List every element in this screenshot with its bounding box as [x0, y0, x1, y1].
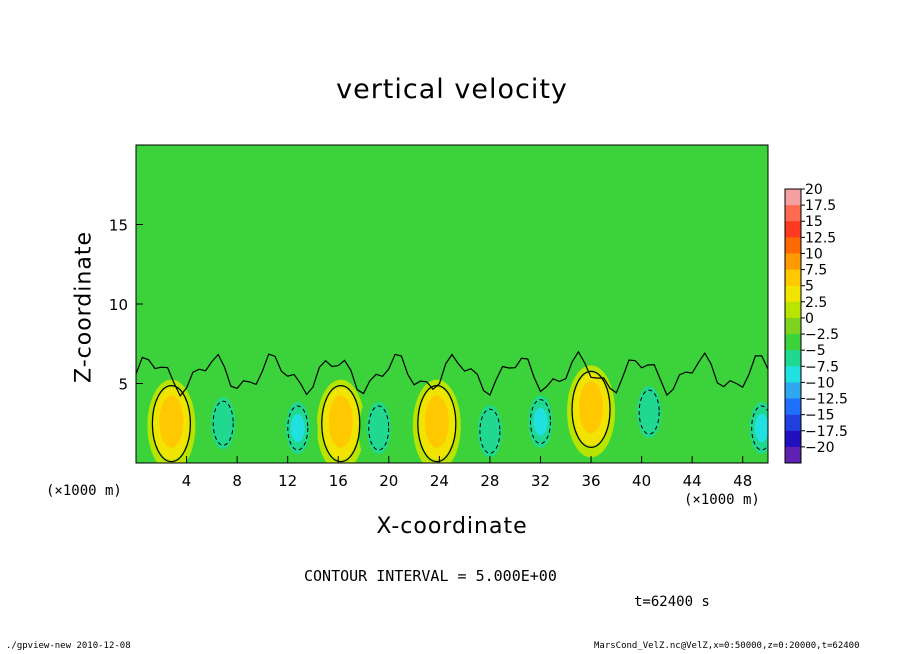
colorbar-frame — [784, 188, 802, 464]
updraft-cell-4 — [567, 365, 616, 458]
downdraft-contour — [638, 389, 660, 435]
colorbar-label: −5 — [805, 343, 826, 359]
downdraft-mid — [477, 405, 502, 458]
footer-left: ./gpview-new 2010-12-08 — [6, 641, 131, 651]
colorbar-label: 20 — [805, 182, 823, 198]
colorbar-label: −12.5 — [805, 392, 848, 408]
colorbar-label: −2.5 — [805, 327, 839, 343]
downdraft-contour — [212, 400, 234, 446]
downdraft-mid — [637, 386, 662, 439]
colorbar-swatch — [785, 317, 801, 335]
colorbar-swatch — [785, 382, 801, 399]
downdraft-contour — [751, 405, 768, 451]
colorbar: 2017.51512.5107.552.50−2.5−5−7.5−10−12.5… — [784, 182, 848, 464]
downdraft-cell-3 — [358, 391, 399, 463]
colorbar-label: −10 — [805, 375, 835, 391]
downdraft-core — [754, 414, 768, 443]
downdraft-contour — [287, 405, 309, 451]
updraft-cell-2 — [316, 379, 365, 463]
downdraft-core — [533, 407, 548, 436]
downdraft-contour — [368, 405, 390, 451]
colorbar-label: 0 — [805, 311, 814, 327]
time-label: t=62400 s — [634, 594, 710, 610]
colorbar-swatch — [785, 446, 801, 464]
colorbar-swatch — [785, 189, 801, 206]
x-unit-right: (×1000 m) — [684, 492, 760, 508]
updraft-peak — [333, 405, 348, 438]
colorbar-swatch — [785, 237, 801, 254]
downdraft-mid — [366, 402, 391, 455]
updraft-cell-3 — [412, 379, 461, 463]
y-tick-label: 10 — [109, 296, 128, 314]
downdraft-cell-4 — [469, 394, 510, 463]
colorbar-label: 15 — [805, 214, 823, 230]
colorbar-swatch — [785, 205, 801, 222]
colorbar-swatch — [785, 350, 801, 367]
downdraft-cell-6 — [629, 375, 670, 456]
contour-interval-label: CONTOUR INTERVAL = 5.000E+00 — [304, 567, 557, 585]
x-tick-label: 44 — [683, 472, 702, 490]
y-tick-label: 5 — [118, 376, 128, 394]
colorbar-swatch — [785, 414, 801, 432]
downdraft-core — [290, 414, 305, 443]
y-axis-ticks: 5 10 15 — [109, 217, 143, 394]
colorbar-swatch — [785, 253, 801, 270]
colorbar-label: −20 — [805, 440, 835, 456]
updraft-cell-1 — [147, 379, 196, 463]
colorbar-label: 10 — [805, 246, 823, 262]
colorbar-swatch — [785, 269, 801, 287]
y-axis-label: Z-coordinate — [71, 231, 97, 383]
colorbar-swatch — [785, 221, 801, 238]
velocity-field — [136, 145, 768, 463]
colorbar-label: −7.5 — [805, 359, 839, 375]
colorbar-label: 5 — [805, 279, 814, 295]
colorbar-label: −17.5 — [805, 424, 848, 440]
colorbar-swatch — [785, 285, 801, 303]
colorbar-label: 17.5 — [805, 198, 836, 214]
updraft-peak — [429, 405, 444, 438]
y-tick-label: 15 — [109, 217, 128, 235]
downdraft-contour — [529, 399, 551, 445]
x-tick-label: 12 — [278, 472, 297, 490]
x-tick-label: 24 — [430, 472, 449, 490]
x-tick-label: 16 — [329, 472, 348, 490]
downdraft-cell-5 — [520, 384, 561, 463]
downdraft-contour — [479, 408, 501, 454]
updraft-peak — [584, 391, 599, 424]
colorbar-label: 12.5 — [805, 230, 836, 246]
colorbar-swatch — [785, 301, 801, 319]
downdraft-cell-7 — [741, 391, 768, 463]
contour-lines — [136, 350, 768, 463]
downdraft-cell-2 — [277, 391, 318, 463]
x-tick-label: 28 — [480, 472, 499, 490]
colorbar-label: −15 — [805, 408, 835, 424]
colorbar-swatch — [785, 398, 801, 415]
x-axis-ticks: 4 8 12 16 20 24 28 32 36 40 44 48 — [182, 456, 752, 490]
colorbar-swatch — [785, 430, 801, 448]
x-tick-label: 32 — [531, 472, 550, 490]
x-tick-label: 8 — [232, 472, 242, 490]
x-tick-label: 4 — [182, 472, 192, 490]
x-axis-label: X-coordinate — [376, 514, 528, 539]
updraft-peak — [164, 405, 179, 438]
colorbar-label: 7.5 — [805, 263, 827, 279]
colorbar-swatch — [785, 334, 801, 351]
downdraft-mid — [211, 397, 236, 450]
x-tick-label: 40 — [632, 472, 651, 490]
x-tick-label: 36 — [581, 472, 600, 490]
x-tick-label: 48 — [733, 472, 752, 490]
x-unit-left: (×1000 m) — [46, 483, 122, 499]
chart-title: vertical velocity — [336, 74, 568, 105]
footer-right: MarsCond_VelZ.nc@VelZ,x=0:50000,z=0:2000… — [594, 641, 860, 651]
updraft-contour — [321, 385, 361, 463]
velocity-cells — [147, 365, 768, 463]
x-tick-label: 20 — [379, 472, 398, 490]
colorbar-swatch — [785, 366, 801, 383]
downdraft-cell-1 — [203, 386, 244, 463]
updraft-contour — [571, 370, 611, 448]
zero-contour-line — [136, 350, 768, 398]
updraft-contour — [151, 385, 191, 463]
colorbar-label: 2.5 — [805, 295, 827, 311]
